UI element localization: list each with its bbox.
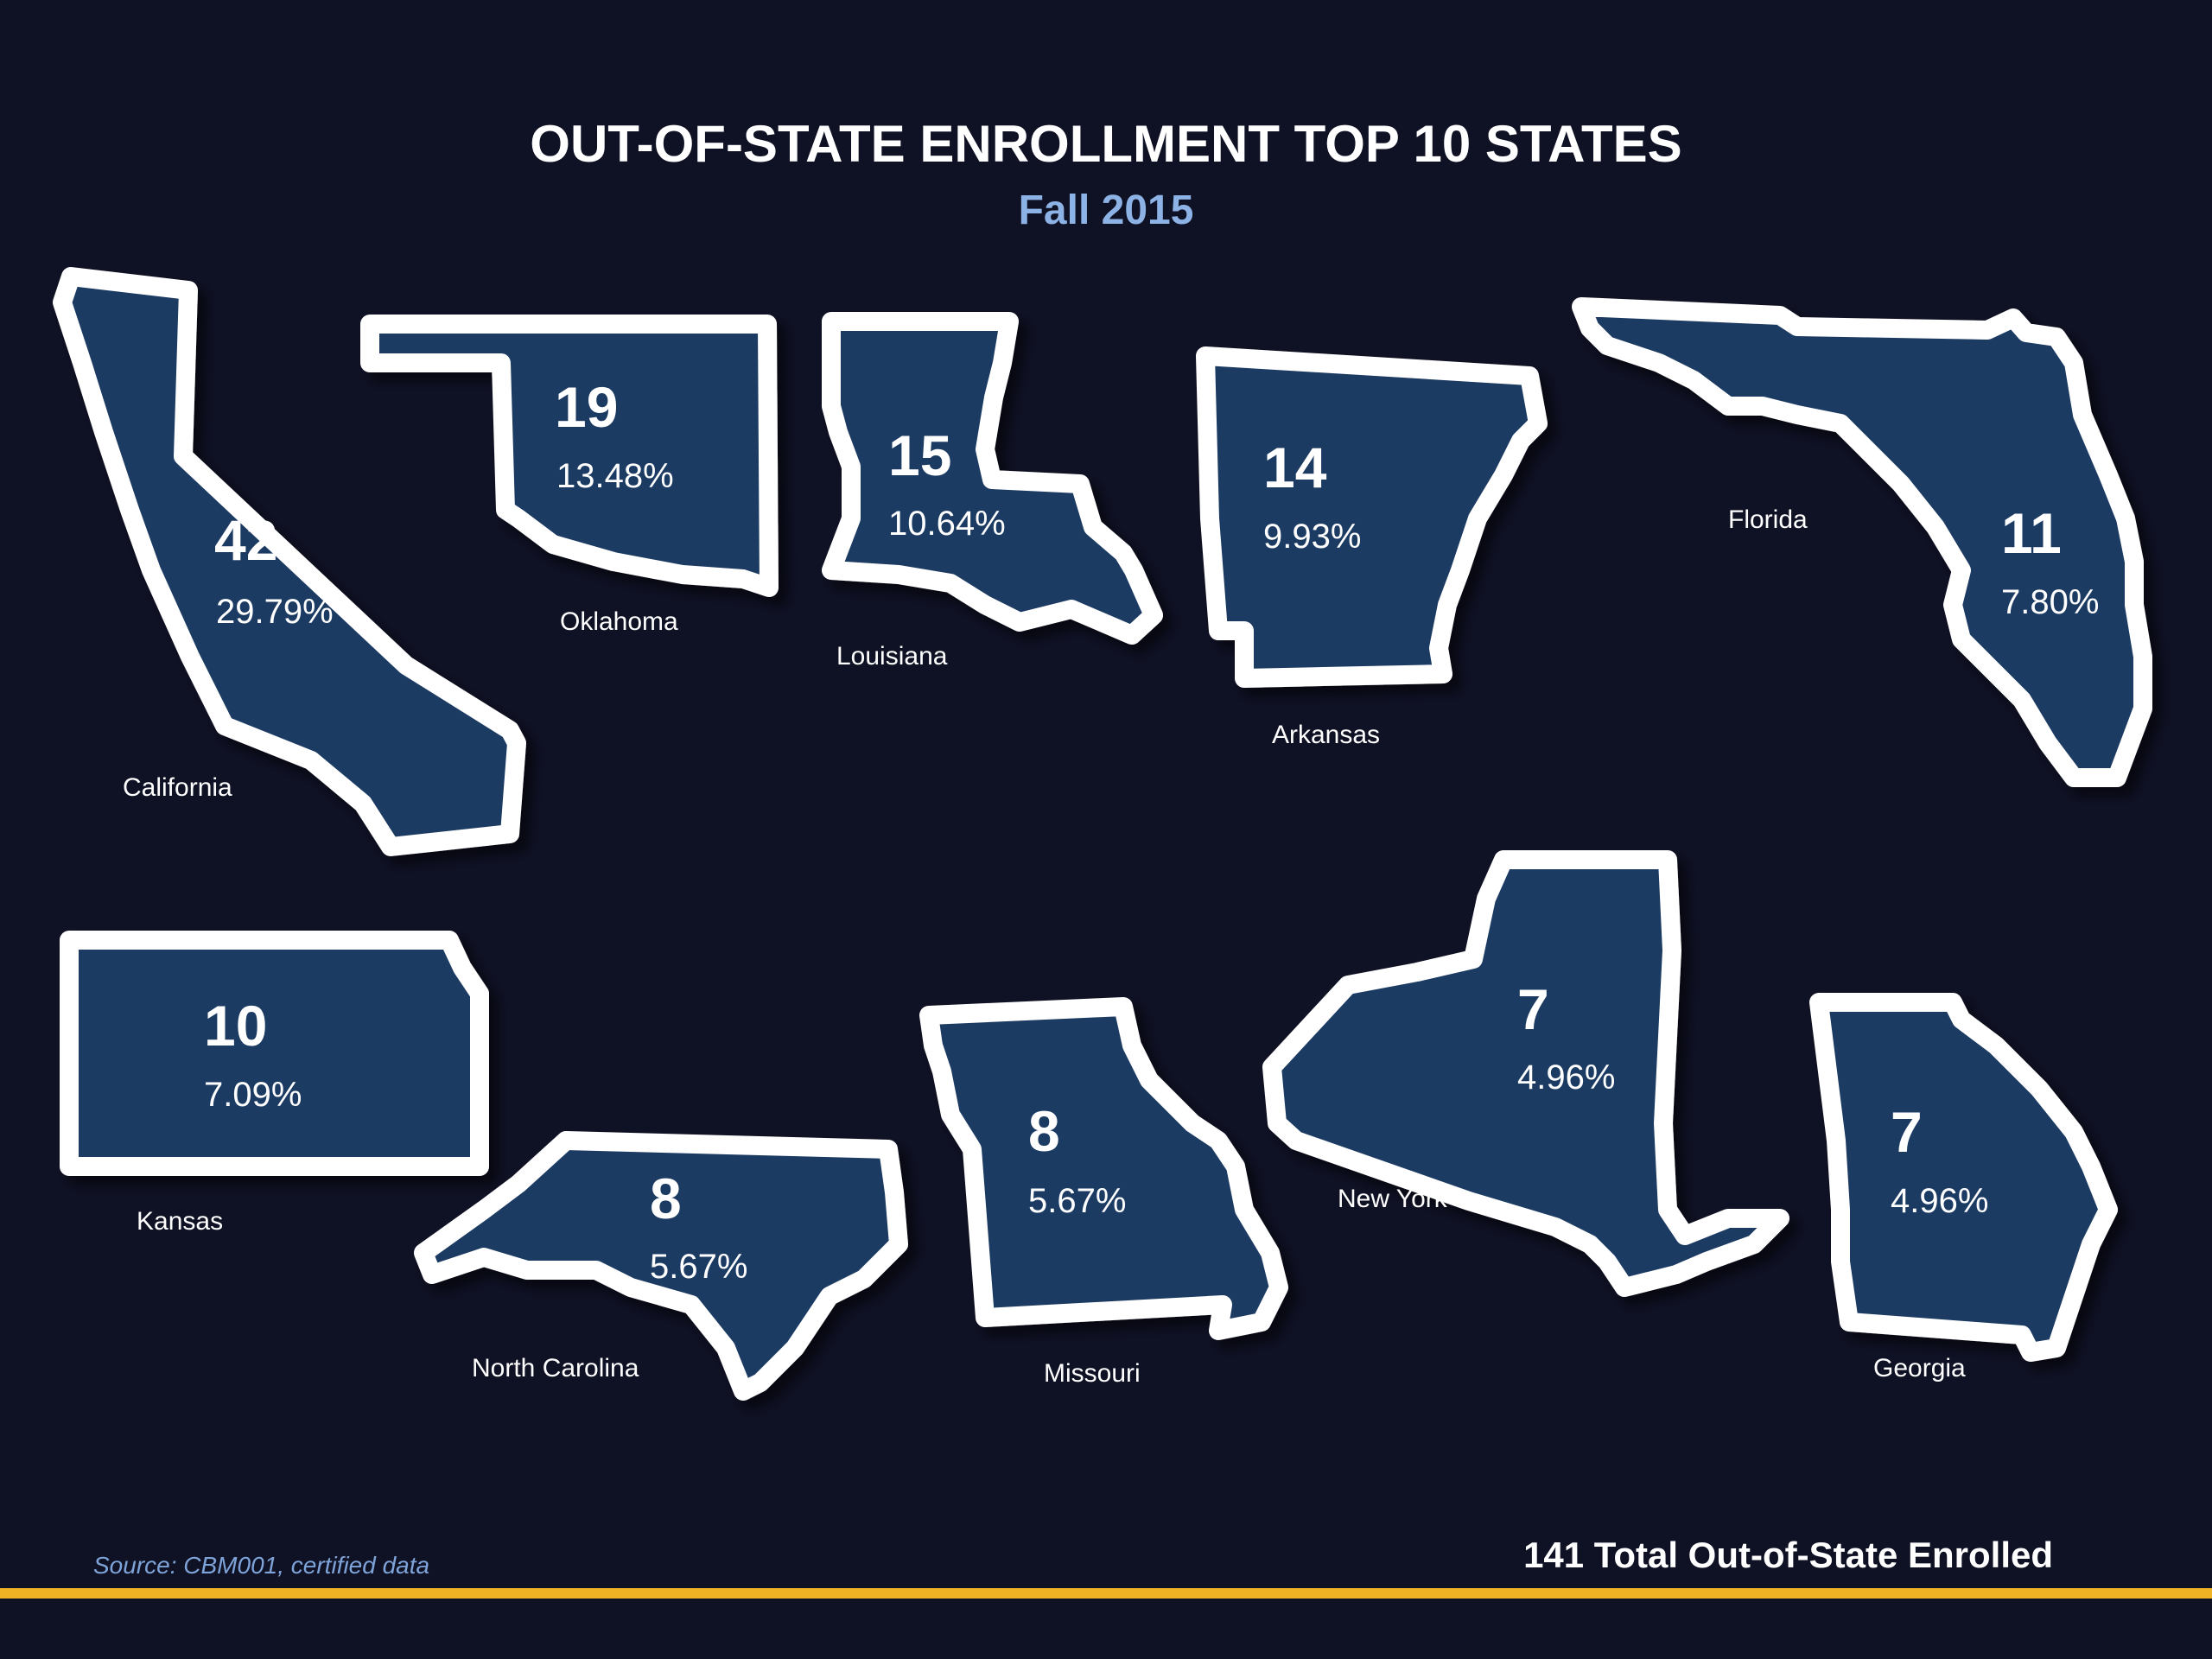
- georgia-count: 7: [1891, 1100, 1923, 1164]
- georgia-name: Georgia: [1873, 1354, 1966, 1382]
- kansas-name: Kansas: [137, 1207, 224, 1236]
- florida-percent: 7.80%: [2001, 583, 2100, 621]
- new-york-count: 7: [1517, 977, 1549, 1041]
- california-name: California: [123, 773, 232, 802]
- arkansas-percent: 9.93%: [1263, 518, 1362, 556]
- source-note: Source: CBM001, certified data: [93, 1552, 430, 1579]
- georgia-percent: 4.96%: [1891, 1182, 1989, 1220]
- georgia-shape: [1809, 993, 2118, 1362]
- oklahoma-name: Oklahoma: [560, 607, 678, 636]
- missouri-count: 8: [1028, 1099, 1060, 1163]
- florida-name: Florida: [1728, 505, 1808, 534]
- north-carolina-count: 8: [650, 1166, 682, 1230]
- new-york-shape: [1262, 850, 1789, 1297]
- california-count: 42: [214, 508, 278, 572]
- north-carolina-shape: [414, 1131, 908, 1401]
- footer-accent-bar: [0, 1588, 2212, 1599]
- total-enrolled: 141 Total Out-of-State Enrolled: [1523, 1535, 2053, 1575]
- missouri-shape: [919, 997, 1288, 1340]
- north-carolina-percent: 5.67%: [650, 1248, 748, 1286]
- kansas-count: 10: [204, 994, 268, 1058]
- louisiana-count: 15: [888, 423, 952, 487]
- louisiana-name: Louisiana: [836, 642, 948, 671]
- oklahoma-count: 19: [555, 375, 619, 439]
- page-subtitle: Fall 2015: [1018, 188, 1194, 233]
- oklahoma-shape: [360, 315, 779, 597]
- california-shape: [53, 267, 526, 856]
- arkansas-name: Arkansas: [1272, 721, 1381, 749]
- louisiana-percent: 10.64%: [888, 505, 1006, 543]
- florida-shape: [1572, 297, 2152, 787]
- oklahoma-percent: 13.48%: [556, 457, 674, 495]
- kansas-percent: 7.09%: [204, 1076, 302, 1114]
- missouri-name: Missouri: [1044, 1359, 1141, 1388]
- california-percent: 29.79%: [216, 593, 334, 631]
- page-title: OUT-OF-STATE ENROLLMENT TOP 10 STATES: [530, 115, 1682, 173]
- missouri-percent: 5.67%: [1028, 1182, 1127, 1220]
- kansas-shape: [60, 931, 489, 1176]
- arkansas-count: 14: [1263, 435, 1327, 499]
- florida-count: 11: [2001, 501, 2062, 565]
- arkansas-shape: [1196, 346, 1548, 688]
- new-york-percent: 4.96%: [1517, 1058, 1616, 1096]
- new-york-name: New York: [1338, 1185, 1447, 1213]
- north-carolina-name: North Carolina: [472, 1354, 639, 1382]
- louisiana-shape: [822, 312, 1163, 645]
